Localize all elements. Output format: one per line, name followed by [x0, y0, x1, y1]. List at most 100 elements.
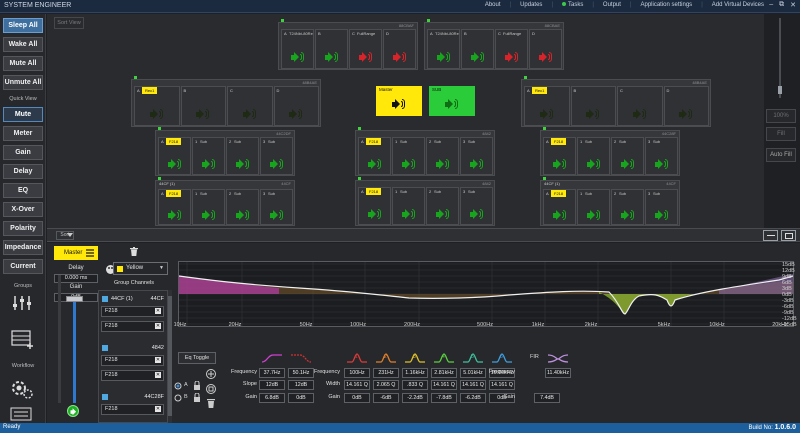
bell-filter-icon[interactable] — [462, 352, 484, 364]
speaker-slot[interactable]: 1 Sub — [392, 137, 425, 175]
speaker-icon[interactable] — [504, 51, 519, 64]
remove-channel-icon[interactable]: ✕ — [155, 323, 161, 329]
slot-label[interactable]: F218 — [551, 138, 567, 145]
fill-button[interactable]: Fill — [766, 127, 796, 141]
bell-filter-icon[interactable] — [491, 352, 513, 364]
bell-filter-icon[interactable] — [375, 352, 397, 364]
crossover-frequency-input[interactable]: 50.1Hz — [288, 368, 314, 378]
master-mute-button[interactable]: Master — [376, 86, 422, 116]
group-list-scroll-thumb[interactable] — [168, 296, 172, 416]
band-width-input[interactable]: 2.065 Q — [373, 380, 399, 390]
slot-label[interactable]: T24Nbi-80Re — [435, 31, 459, 36]
copy-icon[interactable] — [206, 384, 216, 394]
speaker-icon[interactable] — [435, 158, 450, 171]
band-gain-input[interactable]: -6dB — [373, 393, 399, 403]
speaker-icon[interactable] — [654, 158, 669, 171]
speaker-icon[interactable] — [196, 108, 210, 121]
speaker-slot[interactable]: 1 Sub — [577, 137, 610, 175]
band-width-input[interactable]: 14.161 Q — [460, 380, 486, 390]
speaker-icon[interactable] — [679, 108, 693, 121]
group-color-select[interactable]: Yellow ▼ — [113, 262, 168, 275]
bell-filter-icon[interactable] — [346, 352, 368, 364]
speaker-icon[interactable] — [367, 158, 382, 171]
group-channel-header[interactable]: 44CF (1) 44CF — [101, 293, 166, 305]
slot-label[interactable]: FullRange — [357, 31, 376, 36]
band-frequency-input[interactable]: 10.00kHz — [489, 368, 515, 378]
speaker-slot[interactable]: 2 Sub — [611, 189, 644, 225]
remove-channel-icon[interactable]: ✕ — [155, 372, 161, 378]
speaker-icon[interactable] — [470, 51, 485, 64]
speaker-slot[interactable]: A F218 — [158, 189, 191, 225]
group-sliders-icon[interactable] — [11, 294, 33, 312]
band-frequency-input[interactable]: 5.01kHz — [460, 368, 486, 378]
trash-icon[interactable] — [130, 247, 138, 256]
quickview-impedance-button[interactable]: Impedance — [3, 240, 43, 255]
slot-label[interactable]: F218 — [366, 188, 382, 195]
menu-application-settings[interactable]: Application settings — [640, 2, 693, 8]
band-gain-input[interactable]: 0dB — [489, 393, 515, 403]
speaker-icon[interactable] — [235, 158, 250, 171]
speaker-slot[interactable]: 2 Sub — [226, 137, 259, 175]
radio-a[interactable] — [174, 382, 182, 390]
speaker-slot[interactable]: A F218 — [358, 187, 391, 225]
band-width-input[interactable]: .833 Q — [402, 380, 428, 390]
eq-graph[interactable] — [178, 261, 794, 327]
group-channel-header[interactable]: 4842 — [101, 342, 166, 354]
speaker-slot[interactable]: A F218 — [158, 137, 191, 175]
slot-label[interactable]: Sub — [234, 139, 242, 144]
slot-label[interactable]: Sub — [653, 139, 661, 144]
quickview-current-button[interactable]: Current — [3, 259, 43, 274]
band-frequency-input[interactable]: 2.81kHz — [431, 368, 457, 378]
speaker-slot[interactable]: 2 Sub — [426, 187, 459, 225]
slot-label[interactable]: Rec1 — [532, 87, 548, 94]
menu-about[interactable]: About — [484, 2, 501, 8]
menu-tasks[interactable]: Tasks — [562, 2, 583, 8]
speaker-slot[interactable]: 2 Sub — [426, 137, 459, 175]
menu-list-icon[interactable] — [86, 249, 94, 257]
eq-toggle-button[interactable]: Eq Toggle — [178, 352, 216, 364]
speaker-icon[interactable] — [654, 209, 669, 222]
slot-label[interactable]: Sub — [400, 189, 408, 194]
auto-fill-button[interactable]: Auto Fill — [766, 148, 796, 162]
speaker-slot[interactable]: B — [461, 29, 494, 69]
quickview-delay-button[interactable]: Delay — [3, 164, 43, 179]
speaker-slot[interactable]: 1 Sub — [577, 189, 610, 225]
quickview-xover-button[interactable]: X-Over — [3, 202, 43, 217]
band-gain-input[interactable]: -2.2dB — [402, 393, 428, 403]
workflow-gear-icon[interactable] — [10, 377, 34, 399]
speaker-slot[interactable]: 3 Sub — [460, 187, 493, 225]
lowpass-filter-icon[interactable] — [290, 352, 312, 364]
speaker-slot[interactable]: D — [663, 86, 709, 126]
group-channel-item[interactable]: F218 ✕ — [101, 355, 164, 366]
speaker-icon[interactable] — [620, 209, 635, 222]
speaker-icon[interactable] — [242, 108, 257, 121]
group-channel-item[interactable]: F218 ✕ — [101, 404, 164, 415]
remove-channel-icon[interactable]: ✕ — [155, 357, 161, 363]
band-width-input[interactable]: 14.161 Q — [344, 380, 370, 390]
speaker-icon[interactable] — [632, 108, 647, 121]
speaker-icon[interactable] — [289, 108, 303, 121]
slot-label[interactable]: Sub — [619, 139, 627, 144]
band-width-input[interactable]: 14.161 Q — [431, 380, 457, 390]
minimize-panel-button[interactable] — [763, 230, 778, 241]
palette-icon[interactable] — [106, 265, 115, 274]
trash-icon[interactable] — [206, 398, 216, 409]
speaker-icon[interactable] — [201, 158, 216, 171]
gain-fader-track[interactable] — [73, 302, 76, 403]
slot-label[interactable]: Sub — [400, 139, 408, 144]
speaker-icon[interactable] — [149, 108, 164, 121]
maximize-panel-button[interactable] — [781, 230, 796, 241]
lock-icon[interactable] — [193, 393, 201, 402]
speaker-slot[interactable]: D — [273, 86, 319, 126]
speaker-slot[interactable]: B — [180, 86, 226, 126]
speaker-slot[interactable]: A Rec1 — [134, 86, 180, 126]
slot-label[interactable]: Sub — [585, 191, 593, 196]
menu-output[interactable]: Output — [602, 2, 621, 8]
group-channel-item[interactable]: F218 ✕ — [101, 306, 164, 317]
group-channel-item[interactable]: F218 ✕ — [101, 321, 164, 332]
speaker-slot[interactable]: 3 Sub — [260, 137, 293, 175]
speaker-slot[interactable]: B — [315, 29, 348, 69]
band-frequency-input[interactable]: 100Hz — [344, 368, 370, 378]
speaker-icon[interactable] — [269, 209, 284, 222]
speaker-icon[interactable] — [401, 208, 416, 221]
